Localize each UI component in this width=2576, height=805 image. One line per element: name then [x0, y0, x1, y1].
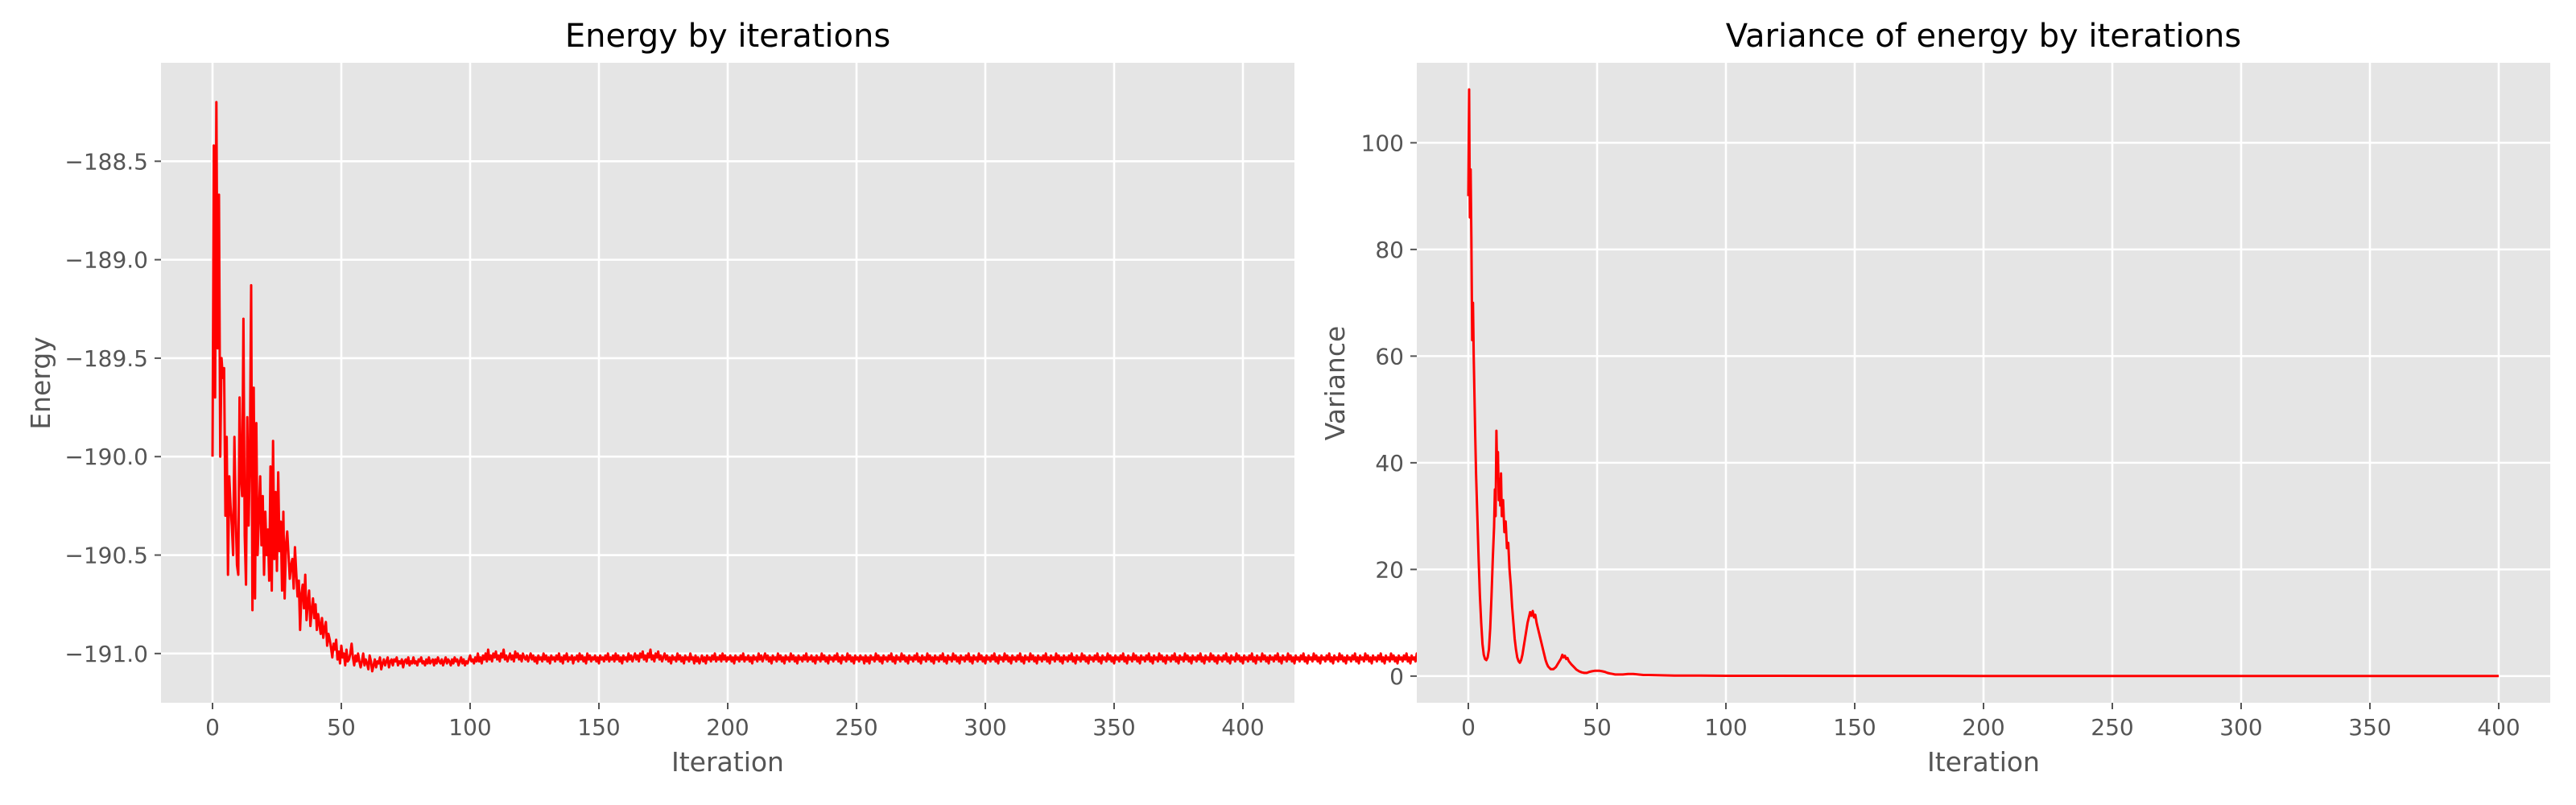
variance-x-tick-label: 300 — [2219, 714, 2262, 741]
variance-x-tick-label: 150 — [1833, 714, 1876, 741]
variance-x-tick-label: 100 — [1704, 714, 1747, 741]
variance-y-axis-label: Variance — [1319, 326, 1351, 441]
variance-y-tick-label: 80 — [1375, 237, 1404, 263]
variance-x-tick-label: 250 — [2091, 714, 2133, 741]
variance-y-tick-label: 0 — [1389, 663, 1404, 690]
variance-series-line — [1467, 88, 2499, 678]
energy-y-tick-label: −189.0 — [64, 247, 148, 274]
variance-x-tick-label: 200 — [1962, 714, 2004, 741]
energy-y-tick-label: −190.0 — [64, 444, 148, 470]
variance-chart: 0 50 100 150 200 250 300 350 400 0 20 40 60 80 100 Va… — [1319, 18, 2550, 778]
energy-x-ticks: 0 50 100 150 200 250 300 350 400 — [205, 703, 1265, 741]
variance-x-gridlines — [1467, 63, 2500, 703]
energy-series-line — [211, 101, 1579, 673]
energy-y-axis-label: Energy — [25, 336, 56, 430]
energy-x-tick-label: 300 — [964, 714, 1006, 741]
variance-x-axis-label: Iteration — [1927, 746, 2040, 778]
energy-x-tick-label: 350 — [1092, 714, 1135, 741]
energy-y-tick-label: −189.5 — [64, 345, 148, 372]
variance-x-tick-label: 0 — [1461, 714, 1476, 741]
energy-y-ticks: −191.0 −190.5 −190.0 −189.5 −189.0 −188.5 — [64, 148, 161, 667]
energy-series-group — [211, 101, 1579, 673]
energy-x-tick-label: 400 — [1221, 714, 1264, 741]
energy-x-tick-label: 0 — [205, 714, 220, 741]
variance-x-tick-label: 50 — [1583, 714, 1612, 741]
energy-chart: 0 50 100 150 200 250 300 350 400 −191.0−190.5−19… — [25, 18, 1579, 778]
variance-y-tick-label: 60 — [1375, 343, 1404, 369]
variance-y-tick-label: 20 — [1375, 556, 1404, 583]
variance-series-group — [1467, 88, 2499, 678]
variance-chart-title: Variance of energy by iterations — [1726, 18, 2241, 55]
energy-x-tick-label: 250 — [835, 714, 877, 741]
energy-y-tick-label: −188.5 — [64, 148, 148, 175]
energy-x-axis-label: Iteration — [671, 746, 784, 778]
energy-x-tick-label: 100 — [448, 714, 491, 741]
energy-x-tick-label: 200 — [706, 714, 749, 741]
energy-x-tick-label: 50 — [327, 714, 356, 741]
variance-x-tick-label: 400 — [2477, 714, 2520, 741]
variance-y-tick-label: 100 — [1361, 130, 1404, 156]
energy-y-tick-label: −190.5 — [64, 543, 148, 569]
variance-x-ticks: 0 50 100 150 200 250 300 350 400 — [1461, 703, 2520, 741]
energy-y-tick-label: −191.0 — [64, 641, 148, 667]
variance-y-tick-label: 40 — [1375, 450, 1404, 477]
variance-y-ticks: 0 20 40 60 80 100 — [1361, 130, 1417, 690]
energy-chart-title: Energy by iterations — [565, 18, 890, 55]
energy-x-tick-label: 150 — [577, 714, 620, 741]
variance-x-tick-label: 350 — [2348, 714, 2391, 741]
